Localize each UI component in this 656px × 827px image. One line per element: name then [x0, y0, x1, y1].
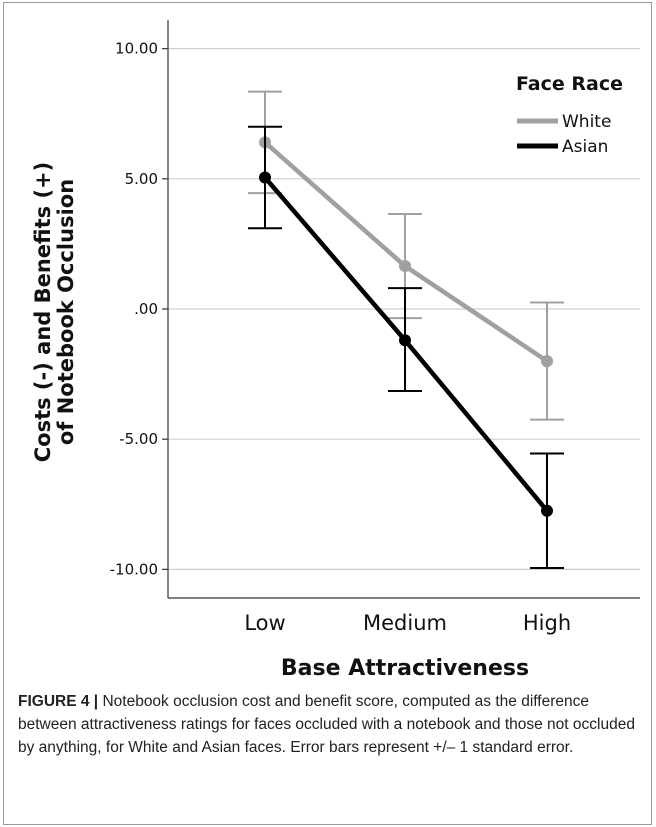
y-axis-label-line-2: of Notebook Occlusion [54, 179, 78, 445]
data-point [399, 334, 411, 347]
x-tick-labels: Low Medium High [244, 611, 571, 635]
figure-frame [3, 2, 652, 825]
y-axis-label-line-1: Costs (-) and Benefits (+) [31, 162, 55, 463]
caption-text: Notebook occlusion cost and benefit scor… [18, 693, 635, 756]
y-tick-labels: 10.00 5.00 .00 -5.00 -10.00 [110, 40, 168, 578]
x-tick-label: High [523, 611, 571, 635]
data-point [541, 355, 553, 368]
data-point [399, 260, 411, 273]
caption-label: FIGURE 4 | [18, 693, 99, 710]
y-tick-label: 10.00 [115, 40, 158, 58]
series-asian [248, 125, 564, 570]
legend-label-asian: Asian [562, 137, 608, 157]
y-tick-label: -10.00 [110, 560, 158, 578]
y-tick-label: -5.00 [119, 430, 158, 448]
line-chart: 10.00 5.00 .00 -5.00 -10.00 Low Medium High Co… [31, 20, 640, 681]
data-point [259, 171, 271, 184]
data-point [541, 504, 553, 517]
figure-caption: FIGURE 4 | Notebook occlusion cost and b… [18, 690, 638, 759]
x-tick-label: Low [244, 611, 285, 635]
y-tick-label: .00 [134, 300, 158, 318]
y-tick-label: 5.00 [125, 170, 158, 188]
legend-label-white: White [562, 112, 611, 132]
data-series [248, 90, 564, 570]
legend: Face Race White Asian [494, 66, 638, 166]
x-axis-label: Base Attractiveness [281, 656, 529, 681]
legend-title: Face Race [516, 73, 623, 95]
x-tick-label: Medium [363, 611, 447, 635]
